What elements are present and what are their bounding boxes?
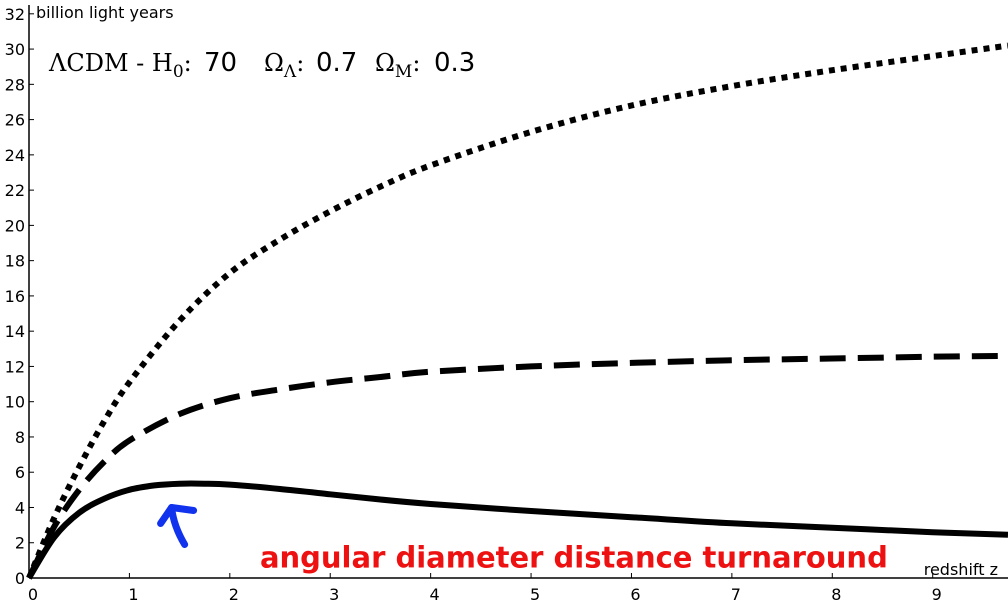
x-tick-label: 0 — [28, 585, 38, 604]
y-tick-label: 2 — [15, 534, 25, 553]
omega-lambda-separator: : — [296, 49, 304, 77]
y-tick-label: 0 — [15, 569, 25, 588]
x-tick-label: 8 — [831, 585, 841, 604]
series-line-solid — [26, 480, 1008, 580]
svg-text:ΛCDM - H0:: ΛCDM - H0: — [48, 49, 192, 82]
y-tick-label: 12 — [5, 357, 25, 376]
y-tick-label: 24 — [5, 146, 25, 165]
x-tick-label: 5 — [530, 585, 540, 604]
y-tick-label: 10 — [5, 393, 25, 412]
omega-m-separator: : — [412, 49, 420, 77]
svg-text:ΩΛ:: ΩΛ: — [264, 49, 304, 82]
x-tick-label: 3 — [329, 585, 339, 604]
omega-m-subscript: M — [395, 62, 412, 82]
y-tick-label: 22 — [5, 181, 25, 200]
h0-subscript: 0 — [173, 62, 184, 82]
h0-separator: : — [184, 49, 192, 77]
x-tick-label: 6 — [630, 585, 640, 604]
x-axis-title: redshift z — [924, 560, 998, 579]
annotation-arrow-shaft — [168, 503, 189, 549]
annotation-arrow-head — [157, 503, 198, 527]
x-tick-label: 2 — [229, 585, 239, 604]
x-tick-label: 4 — [430, 585, 440, 604]
omega-m-symbol: Ω — [375, 49, 395, 77]
omega-lambda-subscript: Λ — [283, 62, 297, 82]
y-tick-label: 18 — [5, 252, 25, 271]
y-tick-label: 32 — [5, 5, 25, 24]
y-tick-label: 4 — [15, 498, 25, 517]
y-axis-title: billion light years — [36, 3, 174, 22]
omega-lambda-symbol: Ω — [264, 49, 284, 77]
annotation-text: angular diameter distance turnaround — [260, 540, 888, 574]
x-tick-label: 9 — [932, 585, 942, 604]
y-tick-label: 14 — [5, 322, 25, 341]
x-tick-label: 1 — [128, 585, 138, 604]
series-line-dashed — [26, 352, 1008, 580]
y-tick-label: 6 — [15, 463, 25, 482]
svg-text:ΩM:: ΩM: — [375, 49, 420, 82]
x-ticks: 0 1 2 3 4 5 6 7 8 9 — [28, 573, 942, 604]
series-group — [26, 42, 1008, 580]
y-tick-label: 30 — [5, 40, 25, 59]
y-tick-label: 16 — [5, 287, 25, 306]
y-tick-label: 28 — [5, 75, 25, 94]
cosmology-params: ΛCDM - H0: 70 ΩΛ: 0.7 ΩM: 0.3 — [48, 48, 475, 82]
omega-m-value: 0.3 — [434, 48, 475, 78]
series-line-dotted — [26, 42, 1008, 580]
y-tick-label: 26 — [5, 111, 25, 130]
model-label: ΛCDM - H — [48, 49, 173, 77]
h0-value: 70 — [204, 48, 237, 78]
x-tick-label: 7 — [731, 585, 741, 604]
axes — [28, 5, 1008, 579]
y-tick-label: 8 — [15, 428, 25, 447]
y-tick-label: 20 — [5, 216, 25, 235]
omega-lambda-value: 0.7 — [316, 48, 357, 78]
